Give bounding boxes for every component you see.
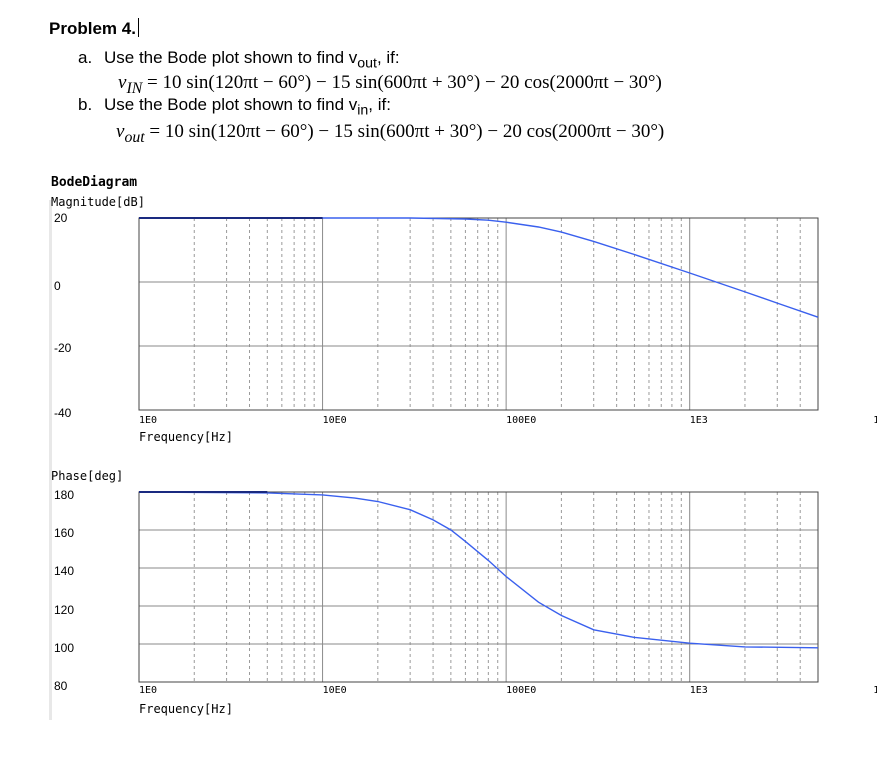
phase-tick-label: 160 bbox=[54, 526, 74, 540]
part-a-eq-rhs: = 10 sin(120πt − 60°) − 15 sin(600πt + 3… bbox=[142, 72, 662, 93]
problem-title-text: Problem 4. bbox=[49, 19, 136, 38]
magnitude-tick-label: 20 bbox=[54, 211, 68, 225]
part-b-eq-rhs: = 10 sin(120πt − 60°) − 15 sin(600πt + 3… bbox=[144, 121, 665, 142]
part-b-prompt: b. Use the Bode plot shown to find vin, i… bbox=[78, 95, 391, 118]
phase-plot-frame bbox=[138, 491, 819, 683]
magnitude-x-tick-label: 1E0 bbox=[139, 415, 157, 426]
phase-x-tick-label: 1E0 bbox=[139, 685, 157, 696]
phase-tick-label: 120 bbox=[54, 603, 74, 617]
phase-x-tick-label: 10E3 bbox=[873, 685, 877, 696]
part-a-subscript: out bbox=[357, 55, 377, 72]
part-a-eq-lhs: v bbox=[118, 72, 127, 93]
part-b-eq-lhs: v bbox=[116, 121, 125, 142]
phase-tick-label: 140 bbox=[54, 564, 74, 578]
part-b-subscript: in bbox=[357, 102, 369, 119]
magnitude-response-line bbox=[139, 217, 819, 318]
part-a-eq-sub: IN bbox=[126, 79, 143, 97]
text-cursor bbox=[137, 18, 139, 37]
part-a-suffix: , if: bbox=[376, 48, 400, 67]
problem-statement: Problem 4. a. Use the Bode plot shown to … bbox=[0, 0, 877, 160]
part-b-text: Use the Bode plot shown to find v bbox=[104, 95, 358, 114]
bode-diagram: BodeDiagram Magnitude[dB] 20 0 -20 -40 Phase[d… bbox=[49, 175, 877, 720]
magnitude-tick-label: 0 bbox=[54, 279, 61, 293]
phase-x-tick-label: 10E0 bbox=[323, 685, 347, 696]
phase-x-tick-label: 1E3 bbox=[690, 685, 708, 696]
problem-title: Problem 4. bbox=[49, 18, 139, 39]
phase-xlabel: Frequency[Hz] bbox=[139, 702, 233, 716]
part-a-equation: vIN = 10 sin(120πt − 60°) − 15 sin(600πt… bbox=[118, 72, 662, 98]
phase-tick-label: 100 bbox=[54, 641, 74, 655]
part-a-marker: a. bbox=[78, 48, 93, 67]
part-b-eq-sub: out bbox=[124, 128, 145, 146]
part-b-marker: b. bbox=[78, 95, 93, 114]
phase-tick-label: 80 bbox=[54, 679, 68, 693]
phase-ylabel: Phase[deg] bbox=[51, 469, 123, 483]
magnitude-x-tick-label: 100E0 bbox=[506, 415, 536, 426]
part-a-text: Use the Bode plot shown to find v bbox=[104, 48, 358, 67]
magnitude-tick-label: -40 bbox=[54, 406, 72, 420]
left-edge-strip bbox=[49, 200, 52, 720]
magnitude-xlabel: Frequency[Hz] bbox=[139, 430, 233, 444]
phase-tick-label: 180 bbox=[54, 488, 74, 502]
magnitude-x-tick-label: 10E0 bbox=[323, 415, 347, 426]
magnitude-plot-frame bbox=[138, 217, 819, 411]
magnitude-x-tick-label: 1E3 bbox=[690, 415, 708, 426]
magnitude-x-tick-label: 10E3 bbox=[873, 415, 877, 426]
part-b-suffix: , if: bbox=[368, 95, 391, 114]
magnitude-tick-label: -20 bbox=[54, 341, 72, 355]
magnitude-ylabel: Magnitude[dB] bbox=[51, 195, 145, 209]
part-a-prompt: a. Use the Bode plot shown to find vout, … bbox=[78, 48, 400, 71]
chart-title: BodeDiagram bbox=[51, 175, 137, 190]
phase-response-line bbox=[138, 491, 819, 649]
part-b-equation: vout = 10 sin(120πt − 60°) − 15 sin(600π… bbox=[116, 121, 664, 147]
phase-x-tick-label: 100E0 bbox=[506, 685, 536, 696]
